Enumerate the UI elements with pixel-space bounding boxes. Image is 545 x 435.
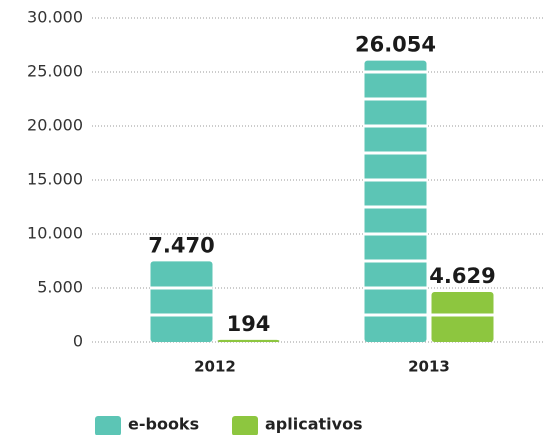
bar-separator — [364, 313, 427, 317]
bar-separator — [364, 97, 427, 101]
bar-separator — [364, 286, 427, 290]
y-tick-label: 10.000 — [27, 224, 83, 243]
bar — [150, 261, 213, 342]
value-label: 4.629 — [429, 264, 495, 288]
bar — [431, 292, 494, 342]
value-label: 194 — [227, 312, 271, 336]
bar-separator — [431, 313, 494, 317]
bar — [364, 60, 427, 343]
bar-separator — [364, 259, 427, 263]
bar-separator — [364, 70, 427, 74]
y-tick-label: 20.000 — [27, 116, 83, 135]
legend-label: e-books — [128, 415, 199, 434]
value-label: 7.470 — [148, 233, 214, 257]
legend-swatch — [95, 416, 121, 435]
bar-separator — [150, 286, 213, 290]
legend-label: aplicativos — [265, 415, 363, 434]
y-tick-label: 25.000 — [27, 62, 83, 81]
bar — [217, 339, 280, 342]
y-tick-label: 15.000 — [27, 170, 83, 189]
bar-separator — [364, 205, 427, 209]
y-tick-label: 0 — [73, 332, 83, 351]
bar-separator — [364, 151, 427, 155]
bar-separator — [150, 313, 213, 317]
y-tick-label: 30.000 — [27, 8, 83, 27]
y-tick-label: 5.000 — [37, 278, 83, 297]
x-tick-label: 2013 — [408, 358, 450, 376]
x-tick-label: 2012 — [194, 358, 236, 376]
bar-separator — [364, 178, 427, 182]
bar-separator — [364, 124, 427, 128]
legend-swatch — [232, 416, 258, 435]
bar-separator — [364, 232, 427, 236]
value-label: 26.054 — [355, 33, 436, 57]
